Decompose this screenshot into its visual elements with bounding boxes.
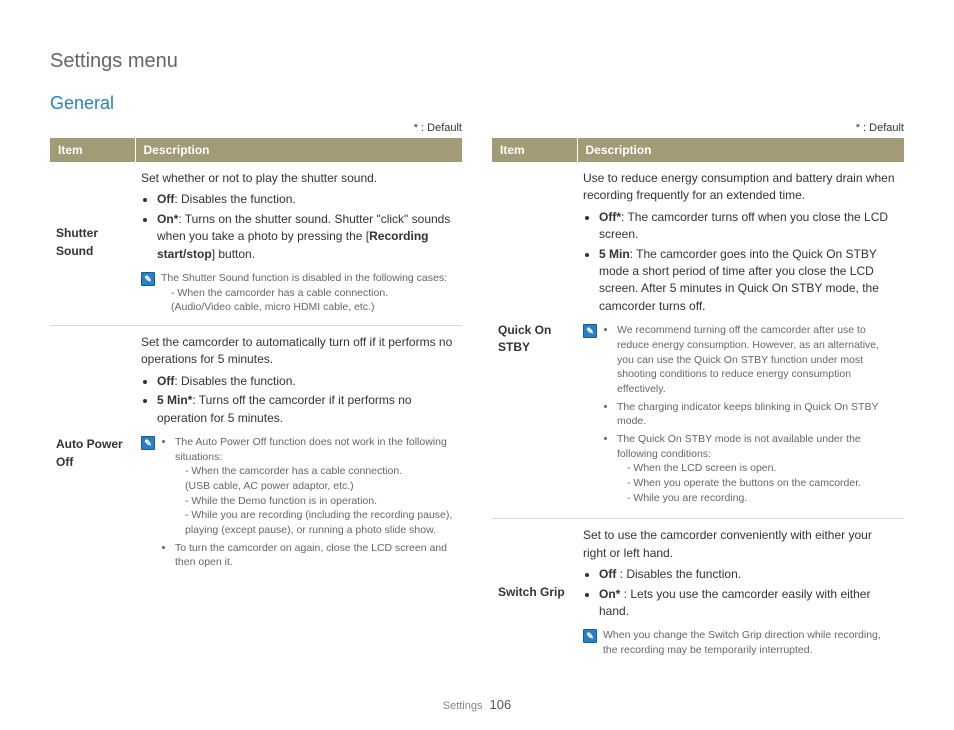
option-list: Off: Disables the function. 5 Min*: Turn… [141,373,456,427]
list-item: Off: Disables the function. [157,191,456,208]
left-column: * : Default Item Description Shutter Sou… [50,122,462,668]
table-row: Switch Grip Set to use the camcorder con… [492,519,904,668]
option-list: Off: Disables the function. On*: Turns o… [141,191,456,263]
note-icon: ✎ [583,629,597,643]
note-content: The Auto Power Off function does not wor… [161,435,456,573]
note-icon: ✎ [583,324,597,338]
right-column: * : Default Item Description Quick On ST… [492,122,904,668]
list-item: On* : Lets you use the camcorder easily … [599,586,898,621]
footer-label: Settings [443,700,483,712]
item-description: Set whether or not to play the shutter s… [135,162,462,326]
note-content: We recommend turning off the camcorder a… [603,323,898,508]
item-name: Auto Power Off [50,326,135,584]
list-item: On*: Turns on the shutter sound. Shutter… [157,211,456,263]
note-icon: ✎ [141,272,155,286]
section-title: General [50,93,904,114]
list-item: 5 Min: The camcorder goes into the Quick… [599,246,898,316]
table-row: Auto Power Off Set the camcorder to auto… [50,326,462,584]
table-row: Quick On STBY Use to reduce energy consu… [492,162,904,519]
settings-table-right: Item Description Quick On STBY Use to re… [492,138,904,668]
note-content: When you change the Switch Grip directio… [603,628,898,657]
intro-text: Set to use the camcorder conveniently wi… [583,527,898,562]
note-item: The Auto Power Off function does not wor… [175,435,456,538]
page-footer: Settings 106 [0,697,954,712]
settings-table-left: Item Description Shutter Sound Set wheth… [50,138,462,583]
note-item: The charging indicator keeps blinking in… [617,400,898,429]
th-item: Item [492,138,577,162]
th-description: Description [577,138,904,162]
list-item: Off*: The camcorder turns off when you c… [599,209,898,244]
intro-text: Set the camcorder to automatically turn … [141,334,456,369]
list-item: Off: Disables the function. [157,373,456,390]
note-box: ✎ We recommend turning off the camcorder… [583,323,898,508]
option-list: Off*: The camcorder turns off when you c… [583,209,898,315]
item-description: Set to use the camcorder conveniently wi… [577,519,904,668]
note-box: ✎ The Auto Power Off function does not w… [141,435,456,573]
two-column-layout: * : Default Item Description Shutter Sou… [50,122,904,668]
item-description: Use to reduce energy consumption and bat… [577,162,904,519]
note-item: The Quick On STBY mode is not available … [617,432,898,505]
item-description: Set the camcorder to automatically turn … [135,326,462,584]
intro-text: Set whether or not to play the shutter s… [141,170,456,187]
item-name: Quick On STBY [492,162,577,519]
page-title: Settings menu [50,50,904,73]
default-marker: * : Default [492,122,904,134]
note-item: We recommend turning off the camcorder a… [617,323,898,396]
note-content: The Shutter Sound function is disabled i… [161,271,456,315]
note-box: ✎ The Shutter Sound function is disabled… [141,271,456,315]
intro-text: Use to reduce energy consumption and bat… [583,170,898,205]
item-name: Shutter Sound [50,162,135,326]
note-icon: ✎ [141,436,155,450]
list-item: 5 Min*: Turns off the camcorder if it pe… [157,392,456,427]
manual-page: Settings menu General * : Default Item D… [0,0,954,730]
list-item: Off : Disables the function. [599,566,898,583]
note-box: ✎ When you change the Switch Grip direct… [583,628,898,657]
page-number: 106 [490,697,512,712]
table-row: Shutter Sound Set whether or not to play… [50,162,462,326]
note-item: To turn the camcorder on again, close th… [175,541,456,570]
option-list: Off : Disables the function. On* : Lets … [583,566,898,620]
default-marker: * : Default [50,122,462,134]
th-item: Item [50,138,135,162]
item-name: Switch Grip [492,519,577,668]
th-description: Description [135,138,462,162]
